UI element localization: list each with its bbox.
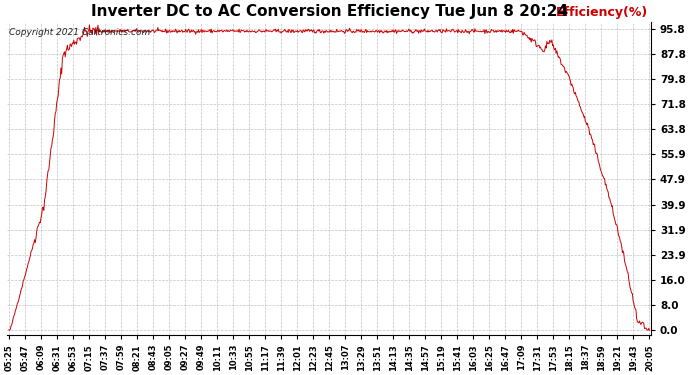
Title: Inverter DC to AC Conversion Efficiency Tue Jun 8 20:24: Inverter DC to AC Conversion Efficiency … (90, 4, 568, 19)
Text: Efficiency(%): Efficiency(%) (555, 6, 648, 19)
Text: Copyright 2021 Cartronics.com: Copyright 2021 Cartronics.com (9, 28, 150, 37)
